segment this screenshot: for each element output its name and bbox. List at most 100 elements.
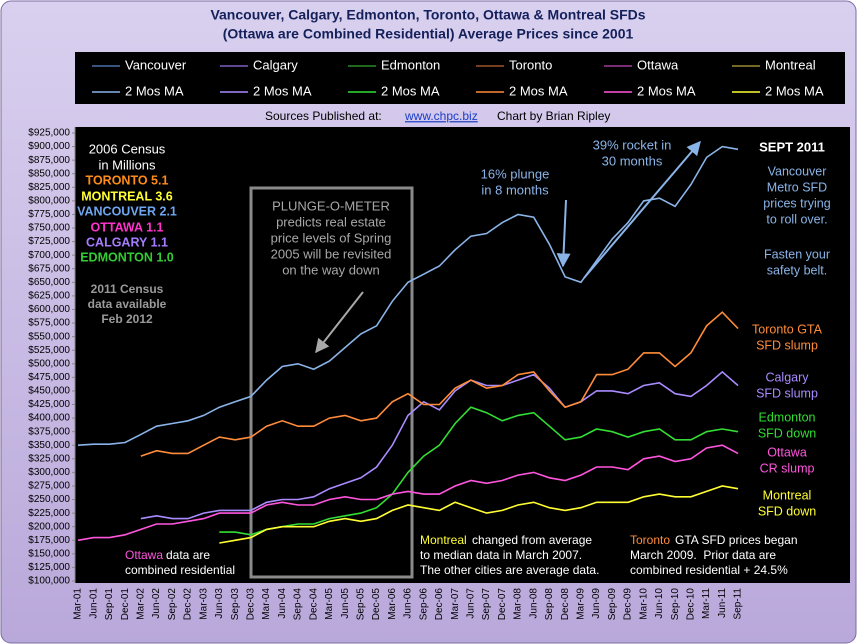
x-tick-label: Jun-08 bbox=[528, 588, 539, 619]
annotation: safety belt. bbox=[767, 263, 827, 277]
annotation: CR slump bbox=[760, 461, 815, 475]
y-tick-label: $550,000 bbox=[28, 331, 70, 342]
source-label: Sources Published at: bbox=[265, 109, 382, 123]
x-tick-label: Sep-11 bbox=[733, 588, 744, 620]
annotation: Ottawa bbox=[125, 548, 163, 562]
annotation: 2005 will be revisited bbox=[271, 246, 392, 261]
x-tick-label: Mar-09 bbox=[575, 588, 586, 620]
y-tick-label: $100,000 bbox=[28, 576, 70, 587]
y-tick-label: $650,000 bbox=[28, 277, 70, 288]
y-tick-label: $775,000 bbox=[28, 209, 70, 220]
y-tick-label: $425,000 bbox=[28, 399, 70, 410]
annotation: TORONTO 5.1 bbox=[86, 173, 169, 187]
legend-label: Toronto bbox=[509, 57, 552, 72]
x-tick-label: Jun-06 bbox=[403, 588, 414, 619]
y-tick-label: $150,000 bbox=[28, 548, 70, 559]
x-tick-label: Jun-10 bbox=[654, 588, 665, 619]
x-tick-label: Jun-05 bbox=[340, 588, 351, 619]
annotation: Toronto bbox=[630, 533, 670, 547]
x-tick-label: Mar-11 bbox=[701, 588, 712, 619]
x-tick-label: Sep-02 bbox=[167, 588, 178, 621]
credit: Chart by Brian Ripley bbox=[497, 109, 610, 123]
annotation: Montreal bbox=[420, 533, 467, 547]
arrow bbox=[556, 199, 571, 268]
y-tick-label: $625,000 bbox=[28, 291, 70, 302]
x-tick-label: Mar-03 bbox=[198, 588, 209, 620]
y-tick-label: $375,000 bbox=[28, 426, 70, 437]
annotation: PLUNGE-O-METER bbox=[272, 198, 390, 213]
annotation: The other cities are average data. bbox=[420, 563, 599, 577]
annotation: SFD down bbox=[758, 504, 816, 518]
y-tick-label: $400,000 bbox=[28, 413, 70, 424]
arrow bbox=[315, 291, 364, 354]
x-tick-label: Mar-06 bbox=[387, 588, 398, 620]
x-tick-label: Dec-05 bbox=[371, 588, 382, 621]
annotation: combined residential + 24.5% bbox=[630, 563, 788, 577]
legend-label: Montreal bbox=[765, 57, 816, 72]
x-tick-label: Dec-02 bbox=[183, 588, 194, 621]
y-tick-label: $675,000 bbox=[28, 263, 70, 274]
y-tick-label: $350,000 bbox=[28, 440, 70, 451]
x-tick-label: Dec-04 bbox=[308, 588, 319, 621]
annotation: Ottawa bbox=[767, 445, 807, 459]
x-tick-label: Sep-05 bbox=[355, 588, 366, 621]
x-tick-label: Jun-09 bbox=[591, 588, 602, 619]
annotation: MONTREAL 3.6 bbox=[81, 189, 172, 203]
annotation: SFD slump bbox=[756, 386, 818, 400]
series-line bbox=[140, 370, 739, 520]
annotation: to roll over. bbox=[766, 212, 827, 226]
arrow bbox=[583, 140, 701, 279]
y-tick-label: $600,000 bbox=[28, 304, 70, 315]
x-tick-label: Jun-01 bbox=[88, 588, 99, 619]
annotation: data are bbox=[166, 548, 210, 562]
annotation: on the way down bbox=[282, 262, 380, 277]
x-tick-label: Mar-08 bbox=[513, 588, 524, 620]
x-tick-label: Dec-07 bbox=[497, 588, 508, 621]
x-tick-label: Jun-03 bbox=[214, 588, 225, 619]
annotation: SFD slump bbox=[756, 338, 818, 352]
y-tick-label: $175,000 bbox=[28, 535, 70, 546]
y-tick-label: $325,000 bbox=[28, 453, 70, 464]
legend-box bbox=[75, 52, 845, 104]
series-line bbox=[219, 485, 739, 544]
y-tick-label: $500,000 bbox=[28, 358, 70, 369]
y-tick-label: $575,000 bbox=[28, 318, 70, 329]
x-tick-label: Dec-01 bbox=[120, 588, 131, 621]
series-line bbox=[140, 311, 739, 457]
x-tick-label: Sep-07 bbox=[481, 588, 492, 621]
annotation: prices trying bbox=[763, 196, 830, 210]
annotation: March 2009. Prior data are bbox=[630, 548, 776, 562]
annotation: 16% plunge bbox=[481, 166, 550, 181]
source-link[interactable]: www.chpc.biz bbox=[404, 109, 478, 123]
legend-label: Vancouver bbox=[125, 57, 187, 72]
legend-label: 2 Mos MA bbox=[381, 83, 440, 98]
y-tick-label: $925,000 bbox=[28, 128, 70, 139]
x-tick-label: Mar-10 bbox=[638, 588, 649, 620]
x-tick-label: Jun-04 bbox=[277, 588, 288, 619]
y-tick-label: $850,000 bbox=[28, 168, 70, 179]
annotation: Fasten your bbox=[764, 247, 830, 261]
annotation: OTTAWA 1.1 bbox=[91, 220, 164, 234]
x-tick-label: Sep-08 bbox=[544, 588, 555, 621]
annotation: EDMONTON 1.0 bbox=[80, 250, 174, 264]
x-tick-label: Jun-11 bbox=[717, 588, 728, 618]
legend-label: 2 Mos MA bbox=[253, 83, 312, 98]
x-tick-label: Sep-09 bbox=[607, 588, 618, 621]
x-tick-label: Dec-08 bbox=[560, 588, 571, 621]
y-tick-label: $825,000 bbox=[28, 182, 70, 193]
y-tick-label: $200,000 bbox=[28, 521, 70, 532]
legend-label: 2 Mos MA bbox=[125, 83, 184, 98]
series-group bbox=[77, 145, 739, 544]
x-tick-label: Sep-06 bbox=[418, 588, 429, 621]
x-tick-label: Dec-09 bbox=[623, 588, 634, 621]
y-tick-label: $800,000 bbox=[28, 196, 70, 207]
y-tick-label: $225,000 bbox=[28, 508, 70, 519]
plunge-box bbox=[249, 186, 414, 579]
y-tick-label: $700,000 bbox=[28, 250, 70, 261]
annotation: Vancouver bbox=[768, 164, 827, 178]
series-line bbox=[77, 145, 739, 446]
annotation: to median data in March 2007. bbox=[420, 548, 582, 562]
x-tick-label: Jun-07 bbox=[465, 588, 476, 619]
y-tick-label: $525,000 bbox=[28, 345, 70, 356]
